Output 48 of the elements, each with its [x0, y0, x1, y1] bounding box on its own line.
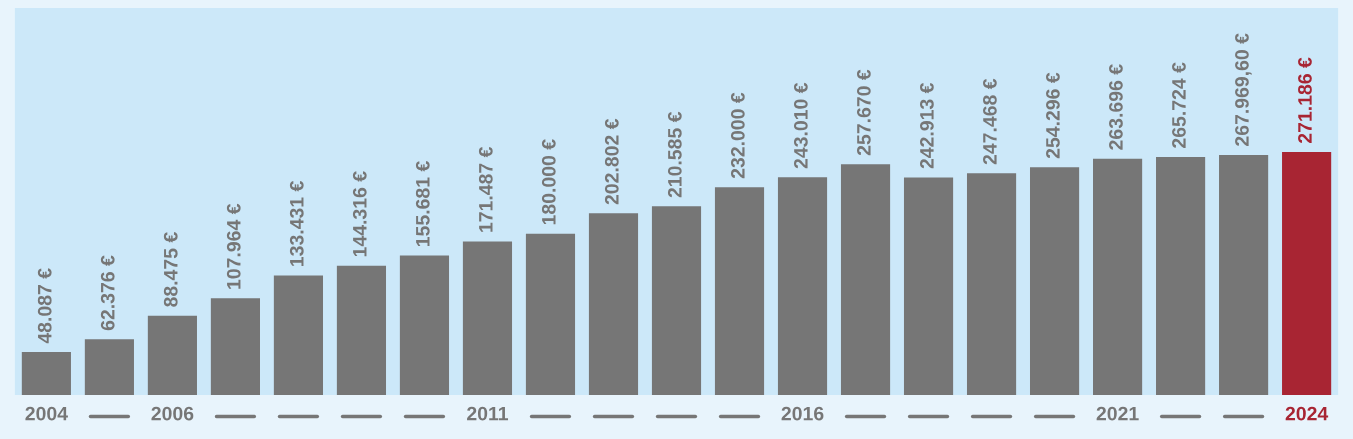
data-label: 271.186 € — [1298, 57, 1312, 144]
bar — [1029, 167, 1080, 396]
data-label: 171.487 € — [478, 146, 493, 232]
data-label: 210.585 € — [667, 111, 682, 198]
bar — [840, 164, 891, 396]
bar — [399, 255, 450, 396]
bar — [651, 206, 702, 396]
data-label: 107.964 € — [226, 203, 241, 289]
data-label: 202.802 € — [604, 118, 619, 205]
x-tick-label: 2004 — [25, 406, 68, 421]
data-label: 247.468 € — [983, 78, 997, 165]
bar — [273, 275, 324, 396]
bar — [714, 187, 765, 396]
data-label: 254.296 € — [1046, 72, 1060, 159]
data-label: 144.316 € — [352, 171, 367, 257]
bar — [462, 241, 513, 396]
x-tick-label: 2024 — [1285, 406, 1329, 421]
data-label: 88.475 € — [163, 232, 178, 307]
bar — [903, 177, 954, 396]
bar — [1093, 158, 1143, 396]
bar — [1219, 154, 1269, 396]
x-tick-label: 2021 — [1096, 406, 1139, 421]
bar — [525, 233, 576, 396]
data-label: 265.724 € — [1172, 62, 1186, 148]
data-label: 62.376 € — [100, 255, 115, 331]
bar — [210, 298, 260, 396]
data-label: 180.000 € — [541, 139, 556, 225]
data-label: 267.969,60 € — [1235, 33, 1252, 146]
data-label: 257.670 € — [856, 69, 871, 156]
bar — [1156, 156, 1206, 396]
bar — [777, 177, 828, 396]
x-tick-label: 2011 — [467, 406, 509, 421]
bar — [966, 173, 1017, 396]
data-label: 232.000 € — [730, 92, 745, 179]
data-label: 243.010 € — [793, 82, 808, 169]
x-tick-label: 2006 — [151, 406, 194, 421]
bar — [588, 213, 639, 396]
x-tick-label: 2016 — [781, 406, 824, 421]
data-label: 263.696 € — [1109, 64, 1123, 150]
bar — [1282, 152, 1332, 396]
bar — [84, 339, 134, 396]
data-label: 155.681 € — [415, 161, 430, 247]
bar — [21, 352, 71, 396]
bar — [147, 315, 197, 396]
bar — [336, 265, 387, 396]
data-label: 133.431 € — [289, 181, 304, 266]
data-label: 48.087 € — [37, 268, 52, 344]
data-label: 242.913 € — [920, 82, 934, 169]
